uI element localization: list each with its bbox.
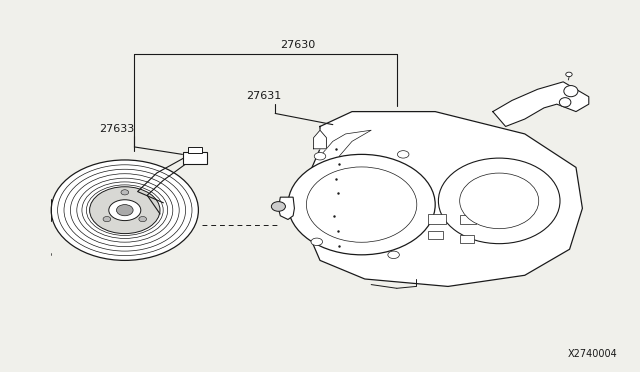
Polygon shape xyxy=(307,112,582,286)
FancyBboxPatch shape xyxy=(460,215,476,224)
Ellipse shape xyxy=(139,217,147,222)
FancyBboxPatch shape xyxy=(428,214,446,224)
FancyBboxPatch shape xyxy=(188,147,202,153)
Ellipse shape xyxy=(288,154,435,255)
Polygon shape xyxy=(314,130,326,149)
Text: 27630: 27630 xyxy=(280,40,316,50)
Ellipse shape xyxy=(121,190,129,195)
Ellipse shape xyxy=(58,165,192,256)
Polygon shape xyxy=(493,82,589,126)
FancyBboxPatch shape xyxy=(183,152,207,164)
Ellipse shape xyxy=(460,173,539,229)
Ellipse shape xyxy=(311,238,323,246)
Ellipse shape xyxy=(566,72,572,77)
FancyBboxPatch shape xyxy=(428,231,443,239)
Ellipse shape xyxy=(564,86,578,97)
Text: 27633: 27633 xyxy=(99,124,134,134)
Ellipse shape xyxy=(438,158,560,244)
Ellipse shape xyxy=(388,251,399,259)
Ellipse shape xyxy=(397,151,409,158)
Ellipse shape xyxy=(70,174,179,247)
Ellipse shape xyxy=(307,167,417,242)
Ellipse shape xyxy=(109,200,141,221)
Text: X2740004: X2740004 xyxy=(568,349,618,359)
Ellipse shape xyxy=(314,153,326,160)
Ellipse shape xyxy=(64,169,186,251)
Text: 27631: 27631 xyxy=(246,91,282,101)
Ellipse shape xyxy=(86,185,163,235)
Ellipse shape xyxy=(82,182,168,238)
Ellipse shape xyxy=(116,205,133,216)
FancyBboxPatch shape xyxy=(460,235,474,243)
Ellipse shape xyxy=(103,217,111,222)
Ellipse shape xyxy=(77,178,173,242)
Ellipse shape xyxy=(90,187,160,234)
Ellipse shape xyxy=(559,98,571,107)
Ellipse shape xyxy=(271,202,285,211)
Ellipse shape xyxy=(51,160,198,260)
Polygon shape xyxy=(278,197,294,219)
